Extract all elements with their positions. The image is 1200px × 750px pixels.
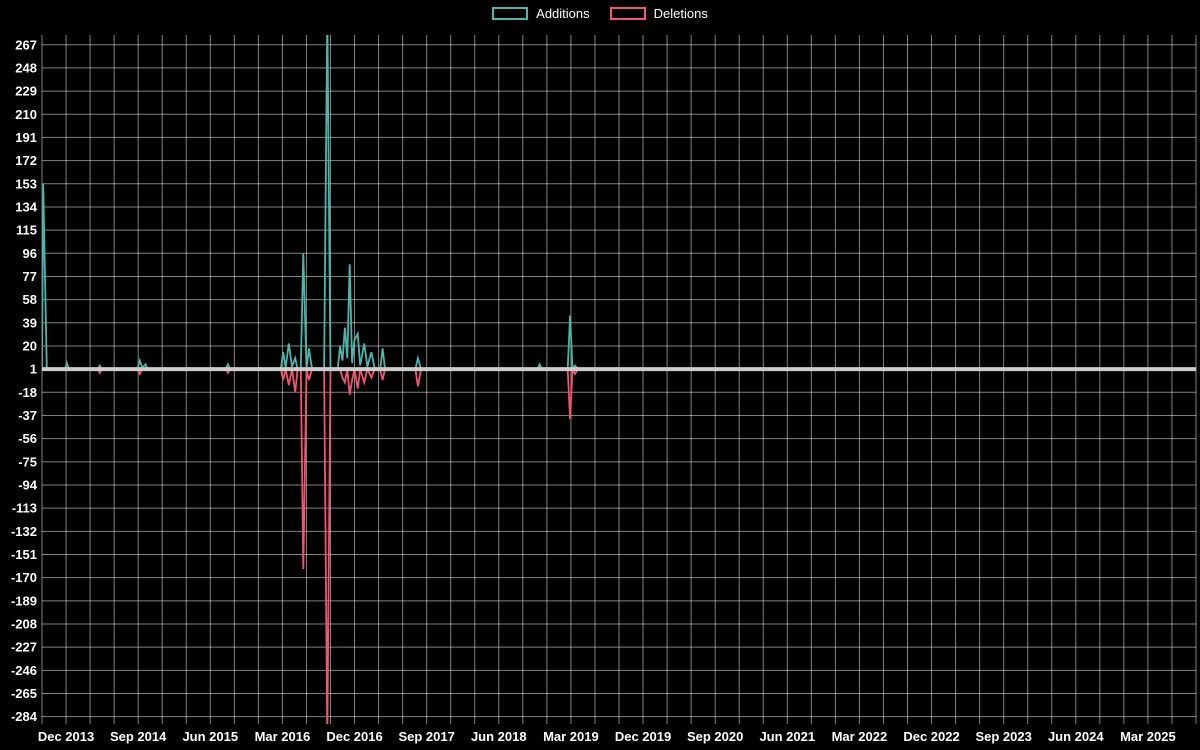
legend-label-deletions: Deletions	[653, 6, 708, 21]
y-axis-tick-label: -151	[11, 547, 37, 562]
y-axis-tick-label: -18	[18, 385, 37, 400]
x-axis-tick-label: Jun 2018	[471, 729, 527, 744]
y-axis-tick-label: -37	[18, 408, 37, 423]
legend-item-additions[interactable]: Additions	[492, 6, 590, 21]
y-axis-tick-label: -227	[11, 640, 37, 655]
y-axis-tick-label: 1	[30, 362, 37, 377]
x-axis-tick-label: Dec 2016	[326, 729, 382, 744]
y-axis-tick-label: 115	[16, 223, 37, 238]
y-axis-tick-label: 58	[23, 292, 37, 307]
y-axis-tick-label: -246	[11, 663, 37, 678]
y-axis-tick-label: -284	[11, 709, 38, 724]
y-axis-tick-label: 77	[23, 269, 37, 284]
y-axis-tick-label: 134	[15, 199, 37, 214]
y-axis-tick-label: 39	[23, 315, 37, 330]
y-axis-tick-label: -208	[11, 617, 37, 632]
y-axis-tick-label: 96	[23, 246, 37, 261]
y-axis-tick-label: 20	[23, 338, 37, 353]
x-axis-tick-label: Jun 2015	[182, 729, 238, 744]
legend-label-additions: Additions	[536, 6, 590, 21]
y-axis-tick-label: -75	[18, 454, 37, 469]
x-axis-tick-label: Mar 2016	[255, 729, 311, 744]
legend-item-deletions[interactable]: Deletions	[609, 6, 708, 21]
deletions-swatch-icon	[609, 7, 646, 20]
y-axis-tick-label: -113	[12, 501, 37, 516]
x-axis-tick-label: Dec 2022	[903, 729, 959, 744]
y-axis-tick-label: -132	[11, 524, 37, 539]
y-axis-tick-label: -189	[11, 593, 37, 608]
x-axis-tick-label: Sep 2014	[110, 729, 167, 744]
x-axis-tick-label: Sep 2020	[687, 729, 743, 744]
x-axis-tick-label: Jun 2021	[759, 729, 815, 744]
x-axis-tick-label: Mar 2025	[1120, 729, 1176, 744]
y-axis-tick-label: -170	[11, 570, 37, 585]
x-axis-tick-label: Mar 2019	[543, 729, 599, 744]
x-axis-tick-label: Sep 2017	[398, 729, 454, 744]
x-axis-tick-label: Sep 2023	[975, 729, 1031, 744]
y-axis-tick-label: 172	[15, 153, 37, 168]
y-axis-tick-label: -94	[18, 477, 38, 492]
y-axis-tick-label: 229	[15, 84, 37, 99]
x-axis-tick-label: Dec 2013	[38, 729, 94, 744]
x-axis-tick-label: Mar 2022	[832, 729, 888, 744]
y-axis-tick-label: -56	[18, 431, 37, 446]
y-axis-tick-label: 153	[15, 176, 37, 191]
y-axis-tick-label: 267	[15, 37, 37, 52]
chart-legend: Additions Deletions	[0, 6, 1200, 21]
additions-swatch-icon	[492, 7, 529, 20]
additions-line-series	[42, 35, 1196, 372]
y-axis-tick-label: 191	[15, 130, 37, 145]
x-axis-tick-label: Jun 2024	[1048, 729, 1104, 744]
y-axis-tick-label: 248	[15, 60, 37, 75]
y-axis-tick-label: 210	[15, 107, 37, 122]
x-axis-tick-label: Dec 2019	[615, 729, 671, 744]
y-axis-tick-label: -265	[11, 686, 37, 701]
